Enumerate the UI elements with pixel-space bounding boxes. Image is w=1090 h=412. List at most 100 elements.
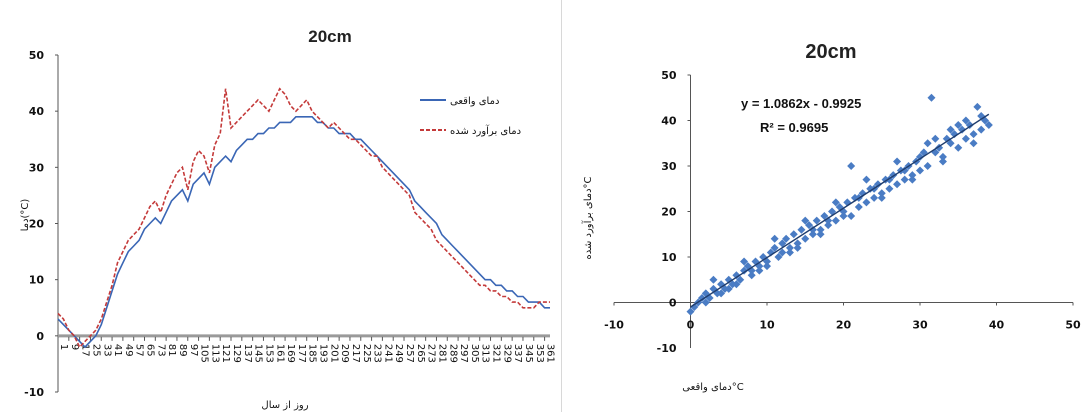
data-point	[969, 139, 978, 148]
line-chart-panel: 20cm -10 0 10 20 30 40 50 1 9 17 25 33 41 49 57 65 73 81 89…	[20, 0, 562, 412]
data-point	[797, 225, 806, 234]
data-point	[831, 216, 840, 225]
x-tick-label: 30	[912, 319, 928, 332]
x-tick-label: 249	[393, 344, 404, 363]
data-point	[709, 284, 718, 293]
x-tick-label: 50	[1065, 319, 1081, 332]
data-point	[954, 121, 963, 130]
x-tick-label: 97	[188, 344, 199, 357]
data-point	[740, 257, 749, 266]
data-point	[816, 230, 825, 239]
data-point	[908, 171, 917, 180]
x-tick-label: 20	[836, 319, 852, 332]
x-tick-label: 33	[101, 344, 112, 357]
x-tick-label: 137	[242, 344, 253, 363]
data-point	[958, 125, 967, 134]
data-point	[785, 248, 794, 257]
x-tick-label: 0	[687, 319, 695, 332]
data-point	[893, 180, 902, 189]
x-tick-label: 49	[123, 344, 134, 357]
data-point	[774, 253, 783, 261]
data-point	[916, 152, 924, 161]
x-tick-label: 273	[426, 344, 437, 363]
data-point	[717, 289, 726, 298]
data-point	[755, 262, 764, 271]
x-tick-label: 17	[80, 344, 91, 357]
x-tick-label: 241	[382, 344, 393, 363]
data-point	[747, 271, 756, 280]
data-point	[862, 175, 871, 184]
y-tick-label: 0	[669, 297, 677, 310]
x-tick-label: 337	[512, 344, 523, 363]
x-tick-label: 105	[199, 344, 210, 363]
data-point	[927, 93, 936, 102]
scatter-chart: 20cm 0 10 20 30 40 50 -10 -10 0 10 20 30 40 50 دمای واق…	[581, 41, 1081, 393]
data-point	[770, 243, 779, 252]
x-axis-label: روز از سال	[261, 400, 308, 411]
y-tick-label: 40	[661, 115, 677, 128]
x-tick-label: 89	[177, 344, 188, 357]
legend-label-1: دمای واقعی	[450, 96, 499, 107]
x-tick-label: 201	[328, 344, 339, 363]
data-point	[763, 262, 771, 271]
data-point	[789, 230, 798, 239]
data-point	[973, 102, 982, 111]
legend-label-2: دمای برآورد شده	[450, 124, 521, 137]
data-point	[893, 157, 902, 166]
x-tick-label: 41	[112, 344, 123, 357]
data-point	[793, 239, 802, 248]
y-tick-label: 20	[29, 218, 45, 231]
x-tick-label: 10	[759, 319, 775, 332]
x-tick-label: -10	[604, 319, 624, 332]
y-tick-label: -10	[24, 386, 44, 399]
data-point	[820, 212, 829, 221]
data-point	[732, 280, 741, 289]
y-tick-label: 30	[661, 160, 677, 173]
line-chart: 20cm -10 0 10 20 30 40 50 1 9 17 25 33 41 49 57 65 73 81 89…	[20, 27, 556, 411]
data-point	[766, 248, 775, 257]
x-tick-label: 353	[534, 344, 545, 363]
x-tick-label: 193	[318, 344, 329, 363]
data-point	[778, 248, 787, 257]
data-point	[916, 166, 924, 175]
x-tick-label: 73	[155, 344, 166, 357]
data-point	[724, 284, 733, 293]
data-point	[954, 143, 963, 152]
y-tick-label: 50	[661, 69, 677, 82]
data-point	[755, 266, 764, 275]
data-point	[686, 307, 695, 316]
x-tick-label: 361	[545, 344, 556, 363]
x-tick-label: 161	[274, 344, 285, 363]
data-point	[801, 234, 810, 243]
data-point	[812, 216, 821, 225]
x-tick-label: 153	[263, 344, 274, 363]
y-tick-label: 40	[29, 105, 45, 118]
x-tick-label: 121	[220, 344, 231, 363]
x-tick-label: 225	[361, 344, 372, 363]
x-tick-label: 40	[989, 319, 1005, 332]
data-point	[889, 171, 898, 180]
y-tick-label: -10	[657, 342, 677, 355]
data-point	[870, 193, 879, 202]
data-point	[923, 162, 932, 170]
data-point	[938, 157, 947, 166]
data-point	[770, 234, 779, 243]
equation-label: y = 1.0862x - 0.9925	[741, 96, 861, 111]
x-tick-label: 9	[69, 344, 80, 350]
x-tick-label: 305	[469, 344, 480, 363]
data-point	[977, 125, 986, 134]
data-point	[751, 257, 760, 266]
data-point	[732, 271, 741, 280]
data-point	[831, 198, 840, 207]
x-tick-label: 329	[501, 344, 512, 363]
data-point	[984, 121, 993, 130]
y-axis-label: دما(°C)	[20, 199, 31, 232]
data-point	[801, 216, 810, 225]
y-tick-label: 0	[36, 330, 44, 343]
data-point	[877, 193, 886, 202]
data-point	[709, 275, 718, 284]
data-point	[701, 298, 710, 307]
x-tick-label: 281	[436, 344, 447, 363]
y-tick-label: 20	[661, 206, 677, 219]
x-tick-label: 169	[285, 344, 296, 363]
